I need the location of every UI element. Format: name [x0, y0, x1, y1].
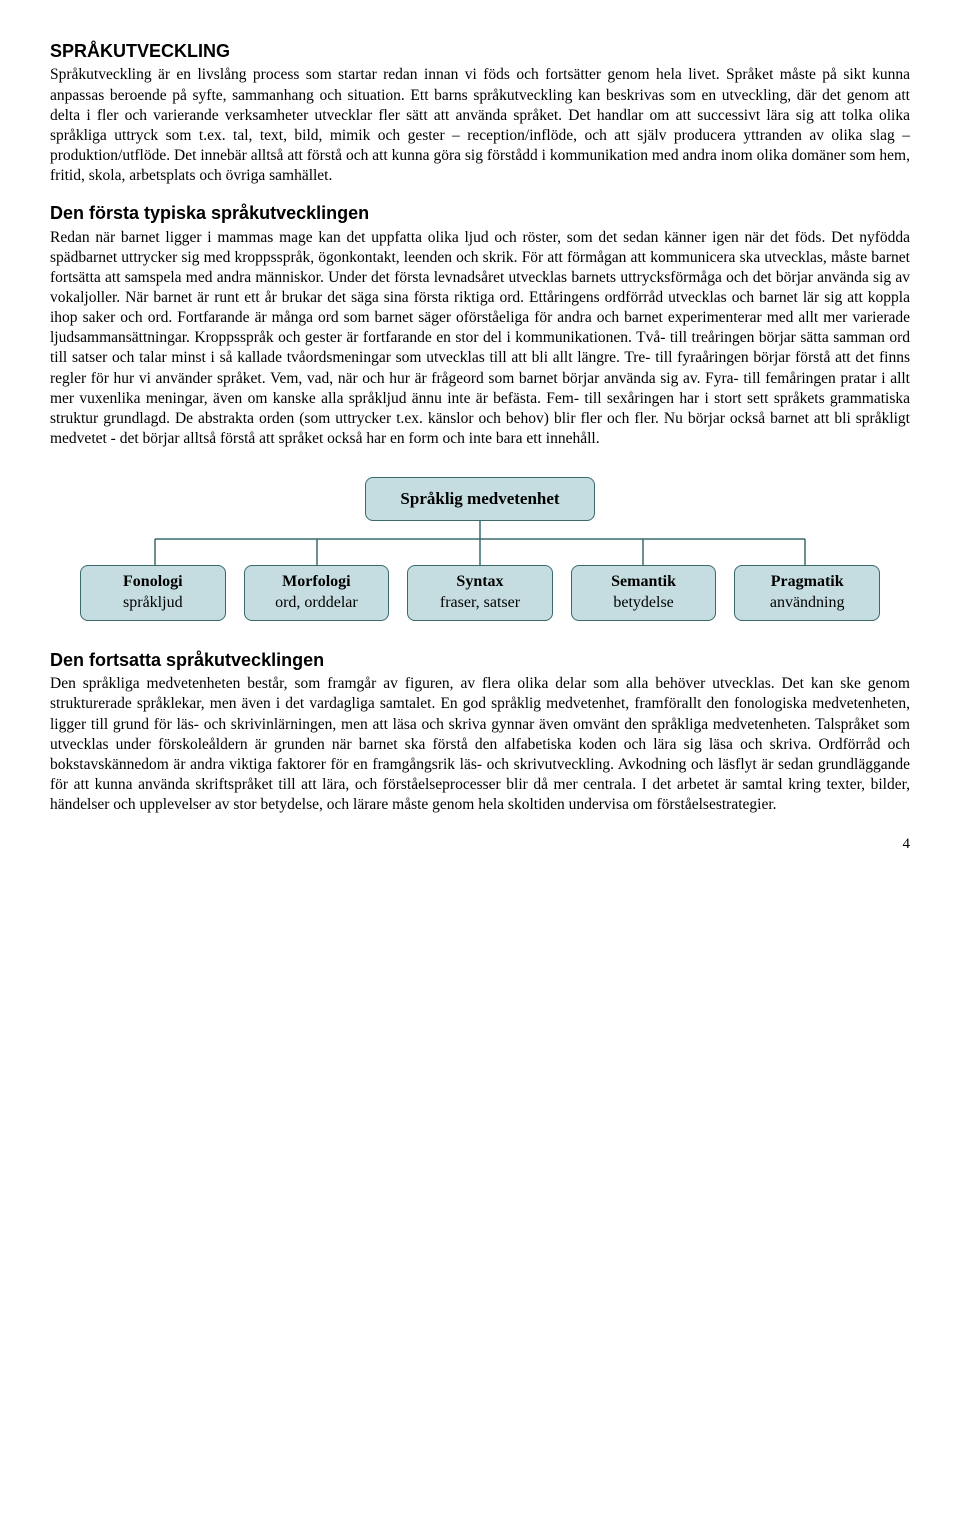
diagram-child-title: Syntax	[412, 572, 548, 593]
diagram-child-title: Fonologi	[85, 572, 221, 593]
diagram-child-fonologi: Fonologi språkljud	[80, 565, 226, 621]
page-number: 4	[50, 835, 910, 855]
section-heading-continued: Den fortsatta språkutvecklingen	[50, 649, 910, 672]
main-heading: SPRÅKUTVECKLING	[50, 40, 910, 63]
diagram-child-sub: ord, orddelar	[249, 593, 385, 614]
diagram-child-sub: fraser, satser	[412, 593, 548, 614]
diagram-child-sub: användning	[739, 593, 875, 614]
diagram-children-row: Fonologi språkljud Morfologi ord, orddel…	[80, 565, 880, 621]
diagram-top-node: Språklig medvetenhet	[365, 477, 595, 521]
diagram-child-title: Semantik	[576, 572, 712, 593]
diagram-child-sub: betydelse	[576, 593, 712, 614]
diagram-child-semantik: Semantik betydelse	[571, 565, 717, 621]
section-heading-first: Den första typiska språkutvecklingen	[50, 202, 910, 225]
diagram-child-sub: språkljud	[85, 593, 221, 614]
language-awareness-diagram: Språklig medvetenhet Fonologi språkljud …	[80, 477, 880, 621]
diagram-child-title: Morfologi	[249, 572, 385, 593]
diagram-child-syntax: Syntax fraser, satser	[407, 565, 553, 621]
diagram-child-title: Pragmatik	[739, 572, 875, 593]
diagram-child-pragmatik: Pragmatik användning	[734, 565, 880, 621]
section-paragraph-continued: Den språkliga medvetenheten består, som …	[50, 674, 910, 815]
intro-paragraph: Språkutveckling är en livslång process s…	[50, 65, 910, 186]
diagram-child-morfologi: Morfologi ord, orddelar	[244, 565, 390, 621]
diagram-connectors	[80, 521, 880, 565]
section-paragraph-first: Redan när barnet ligger i mammas mage ka…	[50, 228, 910, 450]
